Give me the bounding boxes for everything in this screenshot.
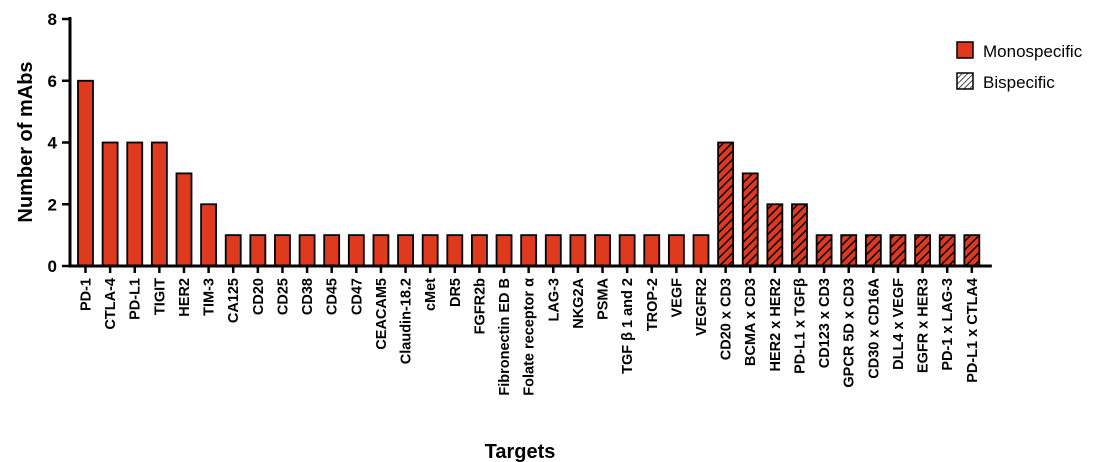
bar <box>249 234 267 267</box>
bar <box>520 234 538 267</box>
bar <box>347 234 365 267</box>
bar <box>224 234 242 267</box>
x-tick-label: Claudin-18.2 <box>399 278 415 364</box>
x-tick-label: CD47 <box>349 278 365 315</box>
x-tick-label: GPCR 5D x CD3 <box>842 278 858 388</box>
x-tick-label: TIGIT <box>152 278 168 315</box>
bar <box>643 234 661 267</box>
x-tick-label: VEGFR2 <box>694 278 710 336</box>
x-tick-label: PD-1 <box>79 278 95 311</box>
legend-label-bispecific: Bispecific <box>983 73 1055 92</box>
bar <box>77 79 94 267</box>
x-tick-label: TGF β 1 and 2 <box>620 278 636 374</box>
x-tick-label: HER2 <box>177 278 193 317</box>
x-tick-label: CD20 <box>251 278 267 315</box>
x-tick-label: PSMA <box>596 277 612 319</box>
bar <box>815 234 833 267</box>
bar <box>126 141 144 267</box>
bar <box>938 234 956 267</box>
x-tick-label: Folate receptor α <box>522 278 538 396</box>
bar <box>840 234 858 267</box>
x-tick-label: VEGF <box>669 278 685 318</box>
x-tick-label: CA125 <box>226 278 242 323</box>
x-tick-label: CTLA-4 <box>103 278 119 330</box>
bar <box>200 203 218 267</box>
bar <box>864 234 882 267</box>
x-tick-label: CD30 x CD16A <box>866 277 882 378</box>
y-tick-label: 4 <box>48 134 58 153</box>
bar <box>667 234 685 267</box>
bar <box>594 234 611 267</box>
x-axis: PD-1 CTLA-4 PD-L1 TIGIT HER2 TIM-3 CA125 CD20 CD… <box>68 264 992 396</box>
bar <box>914 234 931 267</box>
x-tick-label: cMet <box>423 278 439 311</box>
bar <box>741 172 759 267</box>
x-tick-label: Fibronectin ED B <box>497 278 513 396</box>
x-tick-label: HER2 x HER2 <box>768 278 784 371</box>
bar <box>791 203 808 267</box>
bars <box>77 79 981 267</box>
x-tick-label: CD45 <box>325 278 341 315</box>
x-tick-label: CD123 x CD3 <box>817 278 833 368</box>
bar <box>618 234 636 267</box>
bar <box>471 234 488 267</box>
x-tick-label: CEACAM5 <box>374 278 390 350</box>
x-tick-label: EGFR x HER3 <box>916 278 932 373</box>
bar <box>323 234 341 267</box>
x-tick-label: CD38 <box>300 278 316 315</box>
legend-swatch-bispecific <box>956 72 974 90</box>
y-tick-label: 8 <box>48 10 57 29</box>
x-tick-label: TROP-2 <box>645 278 661 331</box>
bar <box>766 203 784 267</box>
bar <box>544 234 562 267</box>
x-tick-label: CD25 <box>275 278 291 315</box>
y-tick-label: 2 <box>48 195 57 214</box>
bar <box>963 234 981 267</box>
y-axis: 0 2 4 6 8 <box>48 10 72 276</box>
bar <box>298 234 316 267</box>
x-axis-title: Targets <box>485 441 556 462</box>
bar <box>692 234 710 267</box>
y-tick-label: 6 <box>48 72 57 91</box>
bar <box>150 141 168 267</box>
bar <box>495 234 513 267</box>
x-tick-label: PD-L1 x TGFβ <box>792 278 808 374</box>
x-tick-label: FGFR2b <box>472 278 488 335</box>
x-tick-label: TIM-3 <box>202 278 218 316</box>
bar <box>397 234 414 267</box>
bar <box>175 172 193 267</box>
x-tick-label: LAG-3 <box>546 278 562 322</box>
x-tick-label: DLL4 x VEGF <box>891 278 907 370</box>
bar <box>889 234 907 267</box>
bar <box>569 234 587 267</box>
bar <box>421 234 439 267</box>
y-axis-title: Number of mAbs <box>15 61 37 222</box>
x-tick-label: NKG2A <box>571 277 587 328</box>
legend-swatch-monospecific <box>956 41 974 59</box>
bar <box>372 234 390 267</box>
bar <box>446 234 464 267</box>
bar <box>274 234 291 267</box>
x-tick-label: DR5 <box>448 278 464 307</box>
x-tick-label: CD20 x CD3 <box>719 278 735 360</box>
legend-label-monospecific: Monospecific <box>983 42 1083 61</box>
legend: Monospecific Bispecific <box>956 41 1083 92</box>
y-tick-label: 0 <box>48 257 57 276</box>
bar <box>101 141 119 267</box>
x-tick-label: PD-L1 <box>128 278 144 320</box>
x-tick-label: PD-1 x LAG-3 <box>940 278 956 371</box>
x-tick-label: BCMA x CD3 <box>743 278 759 366</box>
bar <box>717 141 735 267</box>
x-tick-label: PD-L1 x CTLA4 <box>965 278 981 383</box>
